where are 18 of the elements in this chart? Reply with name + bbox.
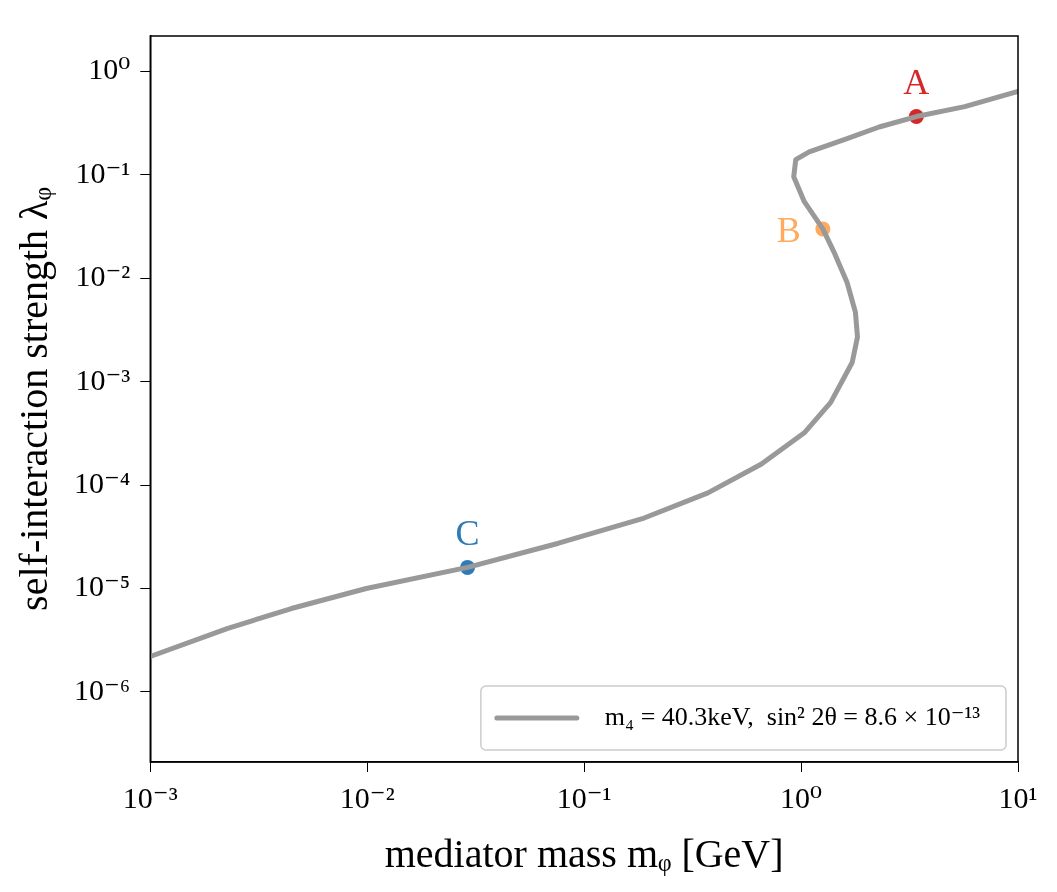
x-tick-label: 10⁻²: [339, 780, 395, 814]
y-tick-label: 10⁻⁶: [74, 672, 131, 706]
annotation: C: [455, 512, 480, 553]
annotation: A: [903, 62, 930, 103]
annotation: B: [776, 210, 801, 251]
x-tick-label: 10¹: [998, 780, 1038, 814]
x-tick-label: 10⁰: [780, 780, 823, 814]
y-tick-label: 10⁰: [88, 52, 131, 86]
y-tick-label: 10⁻⁴: [74, 465, 131, 499]
y-tick-label: 10⁻⁵: [74, 569, 131, 603]
y-tick-label: 10⁻³: [75, 362, 131, 396]
y-axis-title: self-interaction strength λᵩ: [10, 187, 56, 611]
x-tick-label: 10⁻³: [122, 780, 178, 814]
x-axis-title: mediator mass mᵩ [GeV]: [384, 830, 784, 876]
x-tick-label: 10⁻¹: [556, 780, 612, 814]
y-tick-label: 10⁻²: [75, 259, 131, 293]
y-tick-label: 10⁻¹: [75, 155, 131, 189]
legend-label: m₄ = 40.3keV, sin² 2θ = 8.6 × 10⁻¹³: [604, 701, 981, 731]
